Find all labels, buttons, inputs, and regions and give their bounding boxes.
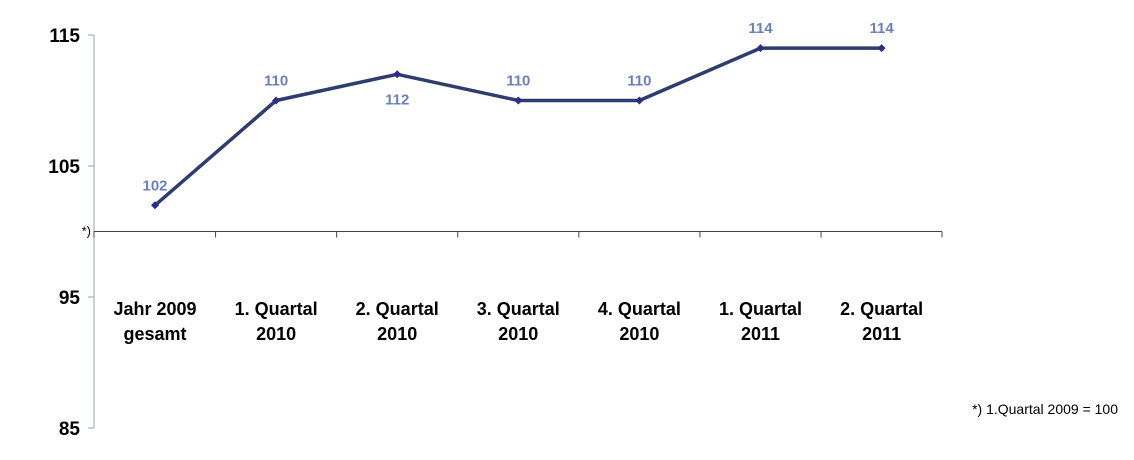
y-tick-label: 115 xyxy=(49,26,80,47)
data-point-marker xyxy=(393,70,402,79)
data-point-marker xyxy=(151,201,159,210)
x-category-label: 2. Quartal 2011 xyxy=(840,299,923,344)
data-point-marker xyxy=(514,96,523,105)
x-category-label: 1. Quartal 2010 xyxy=(235,299,318,344)
data-label: 112 xyxy=(385,91,409,108)
y-tick-label: 95 xyxy=(59,288,81,309)
y-tick-labels: 85 95 105 115 *) xyxy=(48,26,91,440)
data-label: 102 xyxy=(142,177,167,194)
data-label: 110 xyxy=(627,73,651,90)
axes xyxy=(88,34,943,429)
x-category-labels: Jahr 2009 gesamt 1. Quartal 2010 2. Quartal 2… xyxy=(113,299,923,344)
data-point-marker xyxy=(877,44,886,53)
x-category-label: 3. Quartal 2010 xyxy=(477,299,560,344)
x-category-label: 1. Quartal 2011 xyxy=(719,299,802,344)
axis-base-marker: *) xyxy=(82,224,91,239)
data-point-marker xyxy=(635,96,644,105)
data-markers xyxy=(151,44,886,210)
data-label: 110 xyxy=(264,73,288,90)
data-label: 114 xyxy=(748,20,773,37)
data-point-marker xyxy=(756,44,765,53)
data-label: 114 xyxy=(869,20,894,37)
y-tick-label: 105 xyxy=(48,157,80,178)
data-labels: 102 110 112 110 110 114 114 xyxy=(142,20,894,194)
data-point-marker xyxy=(272,96,281,105)
footnote: *) 1.Quartal 2009 = 100 xyxy=(972,401,1118,417)
y-tick-label: 85 xyxy=(59,419,81,440)
data-label: 110 xyxy=(506,73,530,90)
x-category-label: Jahr 2009 gesamt xyxy=(113,299,196,344)
x-category-label: 2. Quartal 2010 xyxy=(356,299,439,344)
x-category-label: 4. Quartal 2010 xyxy=(598,299,681,344)
